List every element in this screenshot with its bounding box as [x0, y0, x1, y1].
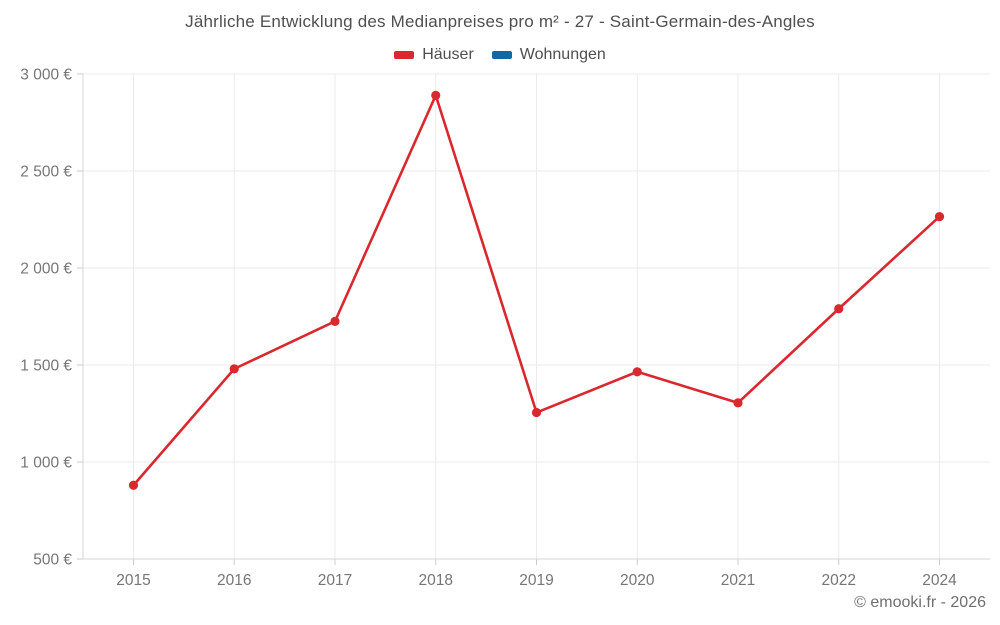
x-axis-label-2024: 2024	[922, 572, 957, 589]
y-axis-label: 1 000 €	[20, 455, 72, 472]
legend-item-haeuser[interactable]: Häuser	[394, 46, 474, 64]
data-point-2015[interactable]	[128, 480, 139, 490]
data-point-2021[interactable]	[733, 398, 743, 408]
data-point-2018[interactable]	[431, 90, 441, 100]
legend-swatch-wohnungen	[491, 51, 512, 59]
legend: Häuser Wohnungen	[0, 46, 1000, 64]
legend-label-haeuser: Häuser	[422, 46, 474, 63]
data-point-2016[interactable]	[229, 364, 239, 374]
x-axis-label-2017: 2017	[318, 572, 352, 589]
x-axis-label-2022: 2022	[822, 572, 856, 589]
x-axis-label-2020: 2020	[620, 572, 655, 589]
data-point-2017[interactable]	[330, 316, 340, 326]
y-axis-label: 3 000 €	[20, 67, 72, 84]
legend-swatch-haeuser	[394, 51, 415, 59]
y-axis-label: 1 500 €	[20, 358, 72, 375]
y-axis-label: 2 000 €	[20, 261, 72, 278]
x-axis-label-2019: 2019	[519, 572, 553, 589]
data-point-2020[interactable]	[632, 367, 642, 377]
x-axis-label-2015: 2015	[116, 572, 150, 589]
x-axis-label-2021: 2021	[721, 572, 755, 589]
legend-label-wohnungen: Wohnungen	[519, 46, 606, 63]
watermark: © emooki.fr - 2026	[854, 594, 986, 611]
y-axis-label: 500 €	[33, 552, 72, 569]
data-point-2019[interactable]	[531, 407, 542, 418]
chart-title: Jährliche Entwicklung des Medianpreises …	[185, 12, 815, 31]
y-axis-label: 2 500 €	[20, 164, 72, 181]
data-point-2024[interactable]	[934, 211, 945, 222]
legend-item-wohnungen[interactable]: Wohnungen	[491, 46, 606, 64]
x-axis-label-2018: 2018	[419, 572, 453, 589]
x-axis-label-2016: 2016	[217, 572, 251, 589]
data-point-2022[interactable]	[834, 304, 844, 314]
